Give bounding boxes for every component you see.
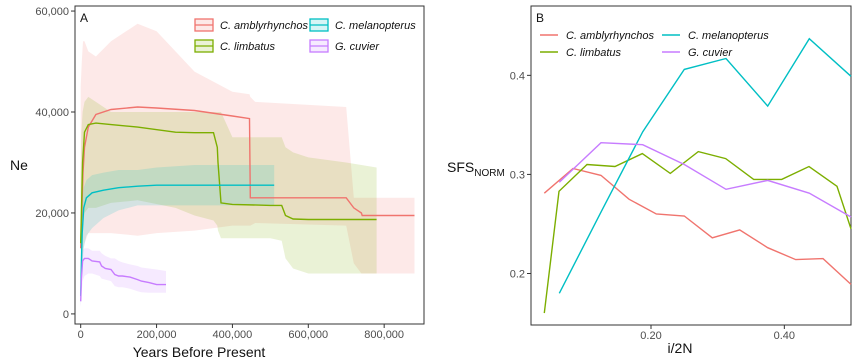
series-line-g-cuvier — [558, 141, 852, 218]
series-line-c-limbatus — [543, 150, 852, 314]
x-tick-label: 0 — [78, 329, 84, 341]
series-line-g-cuvier — [80, 257, 166, 302]
panel-a-x-axis-label: Years Before Present — [133, 344, 266, 360]
legend-item-c-limbatus: C. limbatus — [194, 39, 276, 53]
panel-a: 0 200,000 400,000 600,000 800,000 0 20,000 40,… — [10, 5, 425, 360]
x-tick-label: 0.20 — [640, 330, 661, 342]
panel-b-lines — [543, 37, 852, 314]
legend-label: C. limbatus — [566, 47, 622, 59]
y-tick-label: 0.2 — [510, 268, 525, 280]
x-tick-label: 800,000 — [364, 329, 404, 341]
panel-a-y-axis-label: Ne — [10, 157, 28, 173]
legend-item-c-melanopterus: C. melanopterus — [662, 30, 769, 42]
legend-label: C. melanopterus — [335, 20, 416, 32]
y-tick-label: 0.3 — [510, 169, 525, 181]
panel-b-y-ticks: 0.2 0.3 0.4 — [510, 70, 531, 280]
legend-label: C. limbatus — [220, 41, 276, 53]
legend-item-g-cuvier: G. cuvier — [309, 39, 380, 53]
panel-b-letter: B — [536, 11, 544, 25]
x-tick-label: 200,000 — [137, 329, 177, 341]
series-line-c-amblyrhynchos — [543, 167, 852, 285]
y-tick-label: 0.4 — [510, 70, 525, 82]
panel-a-letter: A — [80, 11, 88, 25]
y-tick-label: 60,000 — [35, 6, 69, 18]
series-line-c-amblyrhynchos — [80, 106, 415, 249]
panel-b: 0.20 0.40 0.2 0.3 0.4 B i/2N SFSNORM C. amb… — [447, 5, 852, 356]
legend-item-g-cuvier: G. cuvier — [662, 47, 733, 59]
panel-a-lines — [80, 106, 415, 302]
x-tick-label: 0.40 — [774, 330, 795, 342]
legend-label: G. cuvier — [335, 41, 380, 53]
panel-b-y-axis-label: SFSNORM — [447, 159, 505, 179]
legend-item-c-amblyrhynchos: C. amblyrhynchos — [540, 30, 655, 42]
series-line-c-melanopterus — [80, 184, 275, 297]
y-tick-label: 40,000 — [35, 107, 69, 119]
panel-b-y-axis-label-subscript: NORM — [474, 168, 505, 179]
x-tick-label: 400,000 — [213, 329, 253, 341]
panel-a-x-ticks: 0 200,000 400,000 600,000 800,000 — [78, 324, 404, 341]
panel-a-y-ticks: 0 20,000 40,000 60,000 — [35, 6, 75, 321]
panel-b-frame — [530, 5, 852, 326]
legend-label: C. melanopterus — [688, 30, 769, 42]
ci-band-c-amblyrhynchos — [80, 23, 415, 284]
y-tick-label: 0 — [63, 309, 69, 321]
x-tick-label: 600,000 — [288, 329, 328, 341]
legend-item-c-amblyrhynchos: C. amblyrhynchos — [194, 18, 309, 32]
series-line-c-melanopterus — [558, 37, 852, 294]
legend-item-c-limbatus: C. limbatus — [540, 47, 622, 59]
legend-label: C. amblyrhynchos — [220, 20, 309, 32]
series-line-c-limbatus — [80, 122, 377, 244]
panel-b-x-ticks: 0.20 0.40 — [640, 325, 795, 342]
ci-band-c-melanopterus — [80, 165, 275, 307]
legend-label: C. amblyrhynchos — [566, 30, 655, 42]
panel-b-x-axis-label: i/2N — [668, 340, 693, 356]
ci-band-g-cuvier — [80, 248, 166, 308]
panel-b-legend: C. amblyrhynchos C. limbatus C. melanopter… — [540, 30, 769, 59]
legend-item-c-melanopterus: C. melanopterus — [309, 18, 416, 32]
panel-b-y-axis-label-main: SFS — [447, 159, 474, 175]
panel-a-legend: C. amblyrhynchos C. limbatus C. melanopter… — [194, 18, 416, 53]
legend-label: G. cuvier — [688, 47, 733, 59]
y-tick-label: 20,000 — [35, 208, 69, 220]
